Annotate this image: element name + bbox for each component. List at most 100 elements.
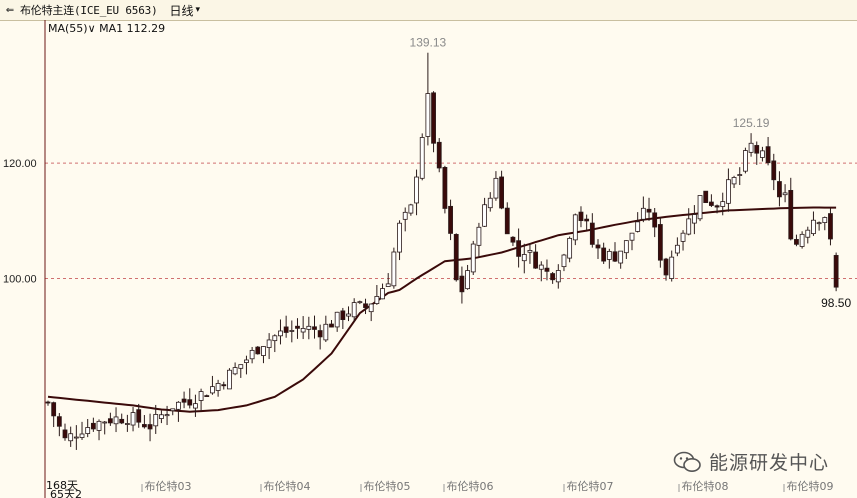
x-tick-label: 布伦特06 <box>447 479 494 493</box>
candle-body <box>334 311 340 328</box>
candle-body <box>62 429 68 439</box>
menu-arrows-icon[interactable]: ⇐ <box>5 4 15 16</box>
candle-body <box>595 244 601 249</box>
candle-body <box>96 420 102 431</box>
period-selector[interactable]: 日线 ▾ <box>170 2 201 19</box>
candle-body <box>720 201 726 207</box>
candle-body <box>238 364 244 369</box>
candle-body <box>550 273 556 281</box>
candle-body <box>215 383 221 391</box>
candle-body <box>51 402 57 417</box>
candle-body <box>317 330 323 338</box>
candle-body <box>45 401 51 404</box>
candle-body <box>79 433 85 438</box>
x-tick-label: 布伦特08 <box>682 479 729 493</box>
candle-body <box>816 222 822 225</box>
price-annotation: 98.50 <box>821 296 851 310</box>
candle-body <box>85 427 91 434</box>
candle-body <box>204 395 210 397</box>
candle-body <box>436 141 442 169</box>
y-tick-label: 100.00 <box>3 274 37 286</box>
candle-body <box>380 288 385 300</box>
candle-body <box>124 423 130 425</box>
candle-body <box>657 224 663 261</box>
candle-body <box>799 233 805 247</box>
candle-body <box>504 207 510 235</box>
candle-body <box>414 176 419 204</box>
candle-body <box>153 414 159 427</box>
candle-body <box>674 244 680 254</box>
candle-body <box>385 283 391 287</box>
candle-body <box>425 93 431 137</box>
candle-body <box>164 414 170 417</box>
candle-body <box>788 189 794 240</box>
candle-body <box>521 254 527 262</box>
candle-body <box>351 302 357 318</box>
candle-body <box>578 211 584 222</box>
bottom-label: 65天2 <box>50 488 82 498</box>
candle-body <box>686 218 692 235</box>
candle-body <box>232 367 238 375</box>
x-tick-label: 布伦特09 <box>787 479 834 493</box>
candle-body <box>198 391 204 401</box>
candle-body <box>187 399 193 406</box>
candle-body <box>102 421 108 424</box>
candle-body <box>170 408 176 412</box>
ma-legend: MA(55)∨ MA1 112.29 <box>48 22 165 35</box>
candle-body <box>402 211 408 220</box>
candle-body <box>442 166 448 209</box>
bottom-label: 168天 <box>46 479 78 492</box>
candle-body <box>289 330 295 332</box>
candle-body <box>754 145 760 154</box>
watermark-text: 能源研发中心 <box>708 452 829 474</box>
candle-body <box>794 239 799 245</box>
candle-body <box>646 208 652 213</box>
candle-body <box>266 339 272 348</box>
candle-body <box>210 386 215 394</box>
candle-body <box>465 270 470 290</box>
candle-body <box>453 234 459 281</box>
candle-body <box>312 326 317 330</box>
price-annotation: 139.13 <box>410 36 447 50</box>
candle-body <box>306 325 312 330</box>
candle-body <box>476 226 482 246</box>
candle-body <box>470 243 476 273</box>
candle-body <box>113 416 119 425</box>
y-tick-label: 120.00 <box>3 158 37 170</box>
candle-body <box>703 190 709 204</box>
candle-body <box>90 422 96 430</box>
candle-body <box>448 205 453 234</box>
candle-body <box>419 137 425 179</box>
candle-body <box>255 346 261 355</box>
candle-body <box>73 436 79 439</box>
candle-body <box>640 207 646 220</box>
candle-body <box>493 177 499 199</box>
candle-body <box>663 258 669 276</box>
period-label: 日线 <box>169 3 194 18</box>
candle-body <box>811 219 816 235</box>
candle-body <box>782 192 788 196</box>
candle-body <box>544 267 550 272</box>
candle-body <box>357 301 363 304</box>
candle-body <box>623 240 629 254</box>
candle-body <box>601 247 607 262</box>
candle-body <box>822 217 828 223</box>
candle-body <box>760 150 765 158</box>
price-annotation: 125.19 <box>733 116 770 130</box>
instrument-title[interactable]: 布伦特主连(ICE_EU 6563) <box>20 4 158 17</box>
candle-body <box>158 414 164 419</box>
candle-body <box>340 310 346 321</box>
candle-body <box>743 150 748 172</box>
candle-body <box>618 250 624 264</box>
candle-body <box>391 251 397 287</box>
candle-body <box>181 398 187 403</box>
candle-body <box>136 409 142 423</box>
ma-line-layer <box>47 206 837 413</box>
candle-body <box>300 328 306 333</box>
candle-body <box>323 323 329 341</box>
candle-body <box>147 424 153 430</box>
candle-body <box>431 92 436 144</box>
candle-body <box>777 181 782 198</box>
candle-body <box>765 146 771 164</box>
